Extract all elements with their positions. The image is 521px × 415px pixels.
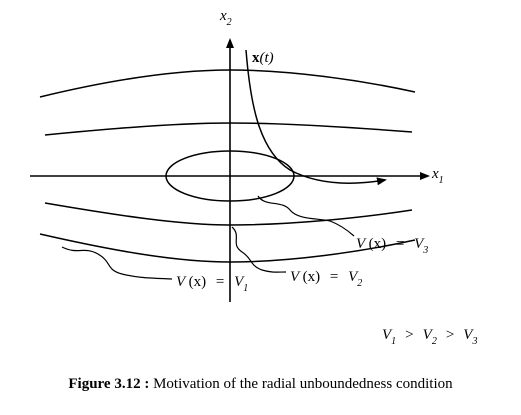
pointer-v1 (61, 246, 173, 280)
level-curve-v3 (165, 150, 295, 202)
figure-caption-text: Motivation of the radial unboundedness c… (149, 376, 453, 392)
level-curve-v1-lower (39, 233, 416, 263)
level-label-v1: V (x) = V1 (176, 274, 248, 294)
x2-axis-label: x2 (219, 8, 232, 28)
level-label-v2: V (x) = V2 (290, 269, 362, 289)
pointer-v2 (231, 226, 287, 273)
figure-caption-label: Figure 3.12 : (68, 376, 150, 392)
level-curve-v2-upper (44, 122, 413, 136)
level-curve-v1-upper (39, 69, 416, 98)
figure-caption: Figure 3.12 : Motivation of the radial u… (0, 376, 521, 393)
trajectory-label: x(t) (252, 50, 274, 66)
level-inequality: V1 > V2 > V3 (382, 327, 477, 347)
pointer-v3 (257, 195, 355, 237)
level-label-v3: V (x) = V3 (356, 236, 428, 256)
x1-axis-label: x1 (431, 166, 444, 186)
level-curve-v2-lower (44, 202, 413, 226)
trajectory-curve (245, 49, 387, 186)
